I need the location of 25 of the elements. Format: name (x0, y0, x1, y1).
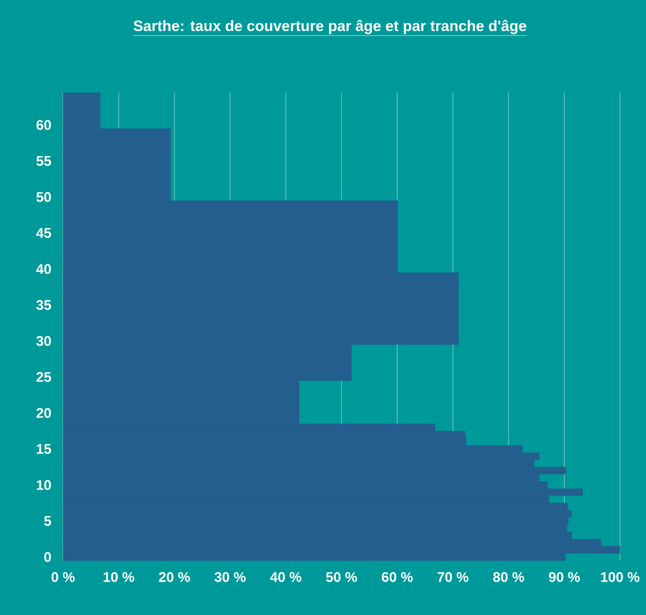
y-tick-label: 50 (36, 192, 51, 202)
x-tick-label: 80 % (493, 572, 524, 582)
y-tick-label: 20 (36, 408, 51, 418)
x-tick-label: 50 % (326, 572, 358, 582)
y-tick-label: 60 (36, 120, 51, 130)
y-tick-label: 10 (36, 480, 51, 490)
y-tick-label: 45 (36, 228, 52, 238)
y-tick-label: 40 (36, 264, 51, 274)
y-tick-label: 5 (44, 516, 52, 526)
x-tick-label: 40 % (270, 572, 302, 582)
x-tick-label: 20 % (158, 572, 190, 582)
x-tick-label: 0 % (52, 572, 75, 582)
x-tick-label: 90 % (548, 572, 580, 582)
y-tick-label: 15 (36, 444, 52, 454)
y-tick-label: 35 (36, 300, 52, 310)
x-tick-label: 60 % (382, 572, 413, 582)
x-tick-label: 30 % (214, 572, 246, 582)
chart-title: Sarthe: taux de couverture par âge et par tranche d'âge (134, 20, 526, 34)
y-tick-label: 0 (44, 552, 51, 562)
x-tick-label: 100 % (601, 572, 640, 582)
y-tick-label: 25 (36, 372, 52, 382)
x-tick-label: 10 % (104, 572, 134, 582)
x-tick-label: 70 % (438, 572, 468, 582)
y-tick-label: 30 (36, 336, 51, 346)
y-tick-label: 55 (36, 156, 52, 166)
